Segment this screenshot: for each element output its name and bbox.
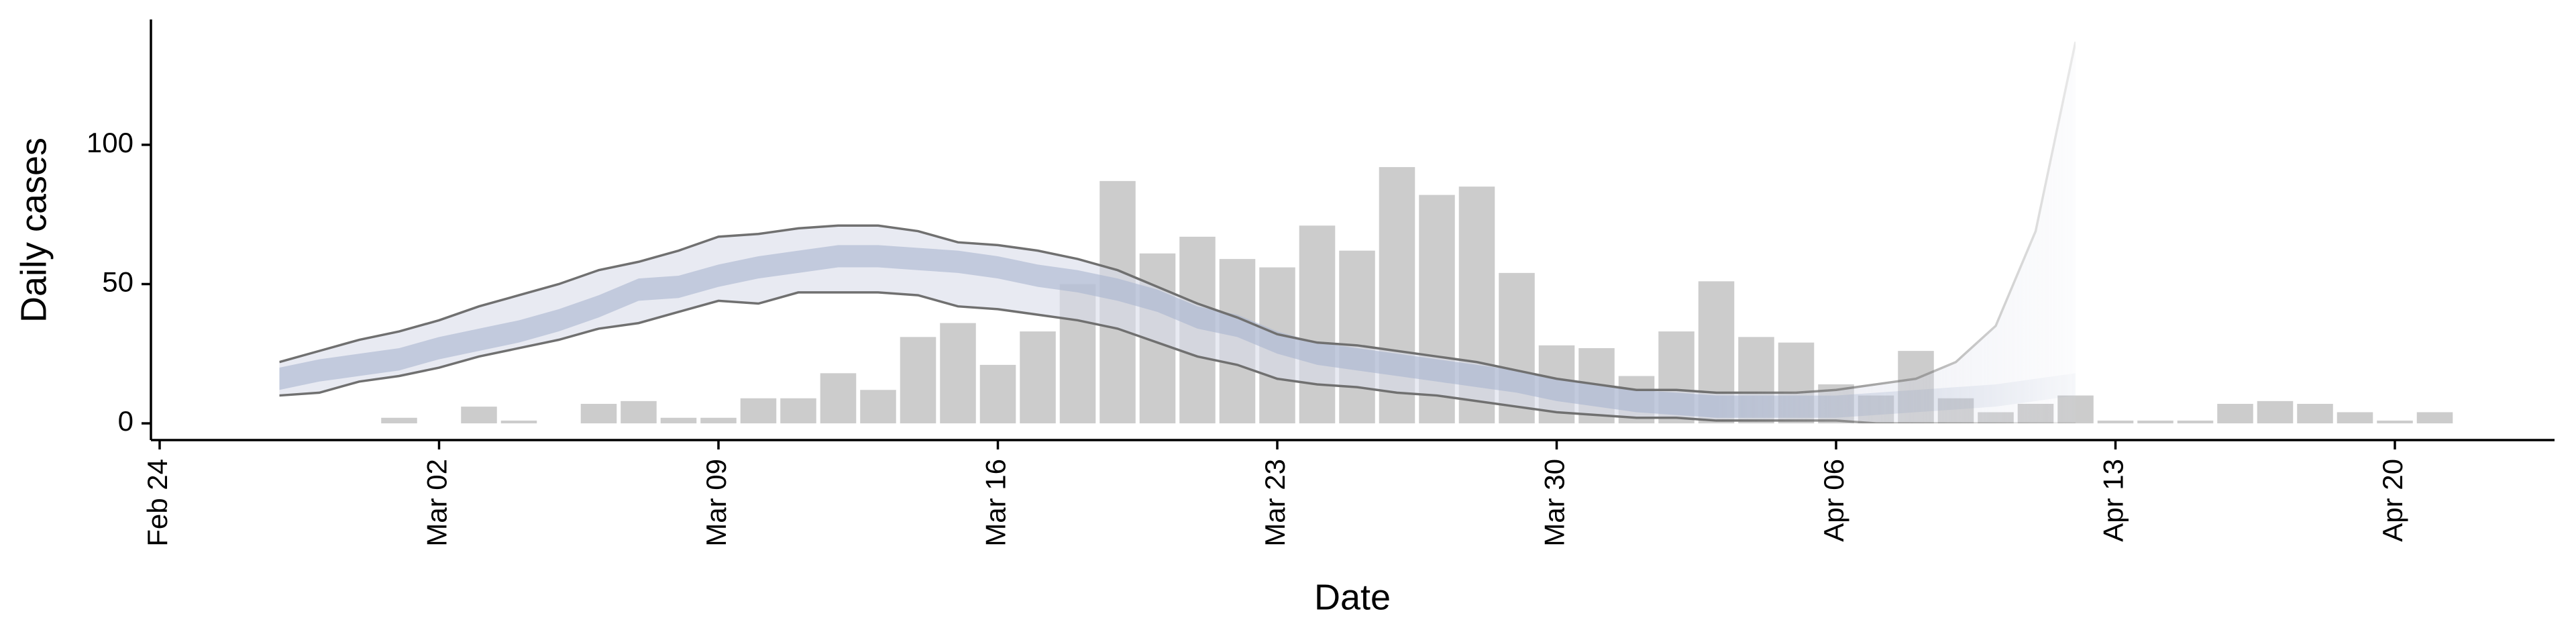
bar bbox=[2177, 420, 2214, 424]
bar bbox=[2097, 420, 2134, 424]
bar bbox=[621, 400, 657, 424]
bar bbox=[580, 404, 617, 424]
bar bbox=[2416, 412, 2453, 424]
x-tick-label: Apr 06 bbox=[1818, 459, 1849, 542]
bar bbox=[979, 364, 1016, 424]
bar bbox=[2257, 400, 2294, 424]
bar bbox=[1299, 225, 1336, 424]
bar bbox=[2337, 412, 2373, 424]
bar bbox=[500, 420, 537, 424]
y-tick-label: 50 bbox=[102, 266, 133, 298]
bar bbox=[2377, 420, 2413, 424]
x-tick-label: Feb 24 bbox=[142, 459, 173, 547]
bar bbox=[461, 407, 497, 424]
bar bbox=[2297, 404, 2333, 424]
bar bbox=[700, 417, 737, 424]
bar bbox=[660, 417, 697, 424]
bar bbox=[2137, 420, 2174, 424]
x-tick-label: Mar 02 bbox=[421, 459, 453, 547]
y-axis-title: Daily cases bbox=[13, 138, 54, 323]
x-tick-label: Mar 30 bbox=[1539, 459, 1570, 547]
y-tick-label: 100 bbox=[87, 127, 133, 158]
x-axis-title: Date bbox=[1314, 577, 1391, 617]
bar bbox=[740, 398, 777, 424]
bar bbox=[820, 373, 857, 424]
interval-line bbox=[279, 41, 2077, 394]
outer-interval bbox=[279, 42, 2076, 424]
bar bbox=[381, 417, 417, 424]
x-tick-label: Apr 20 bbox=[2377, 459, 2408, 542]
y-tick-label: 0 bbox=[118, 405, 133, 437]
bar bbox=[1020, 331, 1056, 424]
interval-line bbox=[279, 291, 2076, 425]
x-tick-label: Mar 09 bbox=[700, 459, 732, 547]
x-tick-label: Mar 16 bbox=[980, 459, 1012, 547]
bar bbox=[2217, 404, 2253, 424]
bar bbox=[780, 398, 816, 424]
x-tick-label: Apr 13 bbox=[2098, 459, 2129, 542]
bar bbox=[860, 390, 896, 424]
inner-interval bbox=[279, 245, 2076, 418]
bar bbox=[1339, 250, 1375, 424]
bar bbox=[940, 323, 976, 424]
bar bbox=[900, 337, 936, 424]
x-tick-label: Mar 23 bbox=[1259, 459, 1291, 547]
